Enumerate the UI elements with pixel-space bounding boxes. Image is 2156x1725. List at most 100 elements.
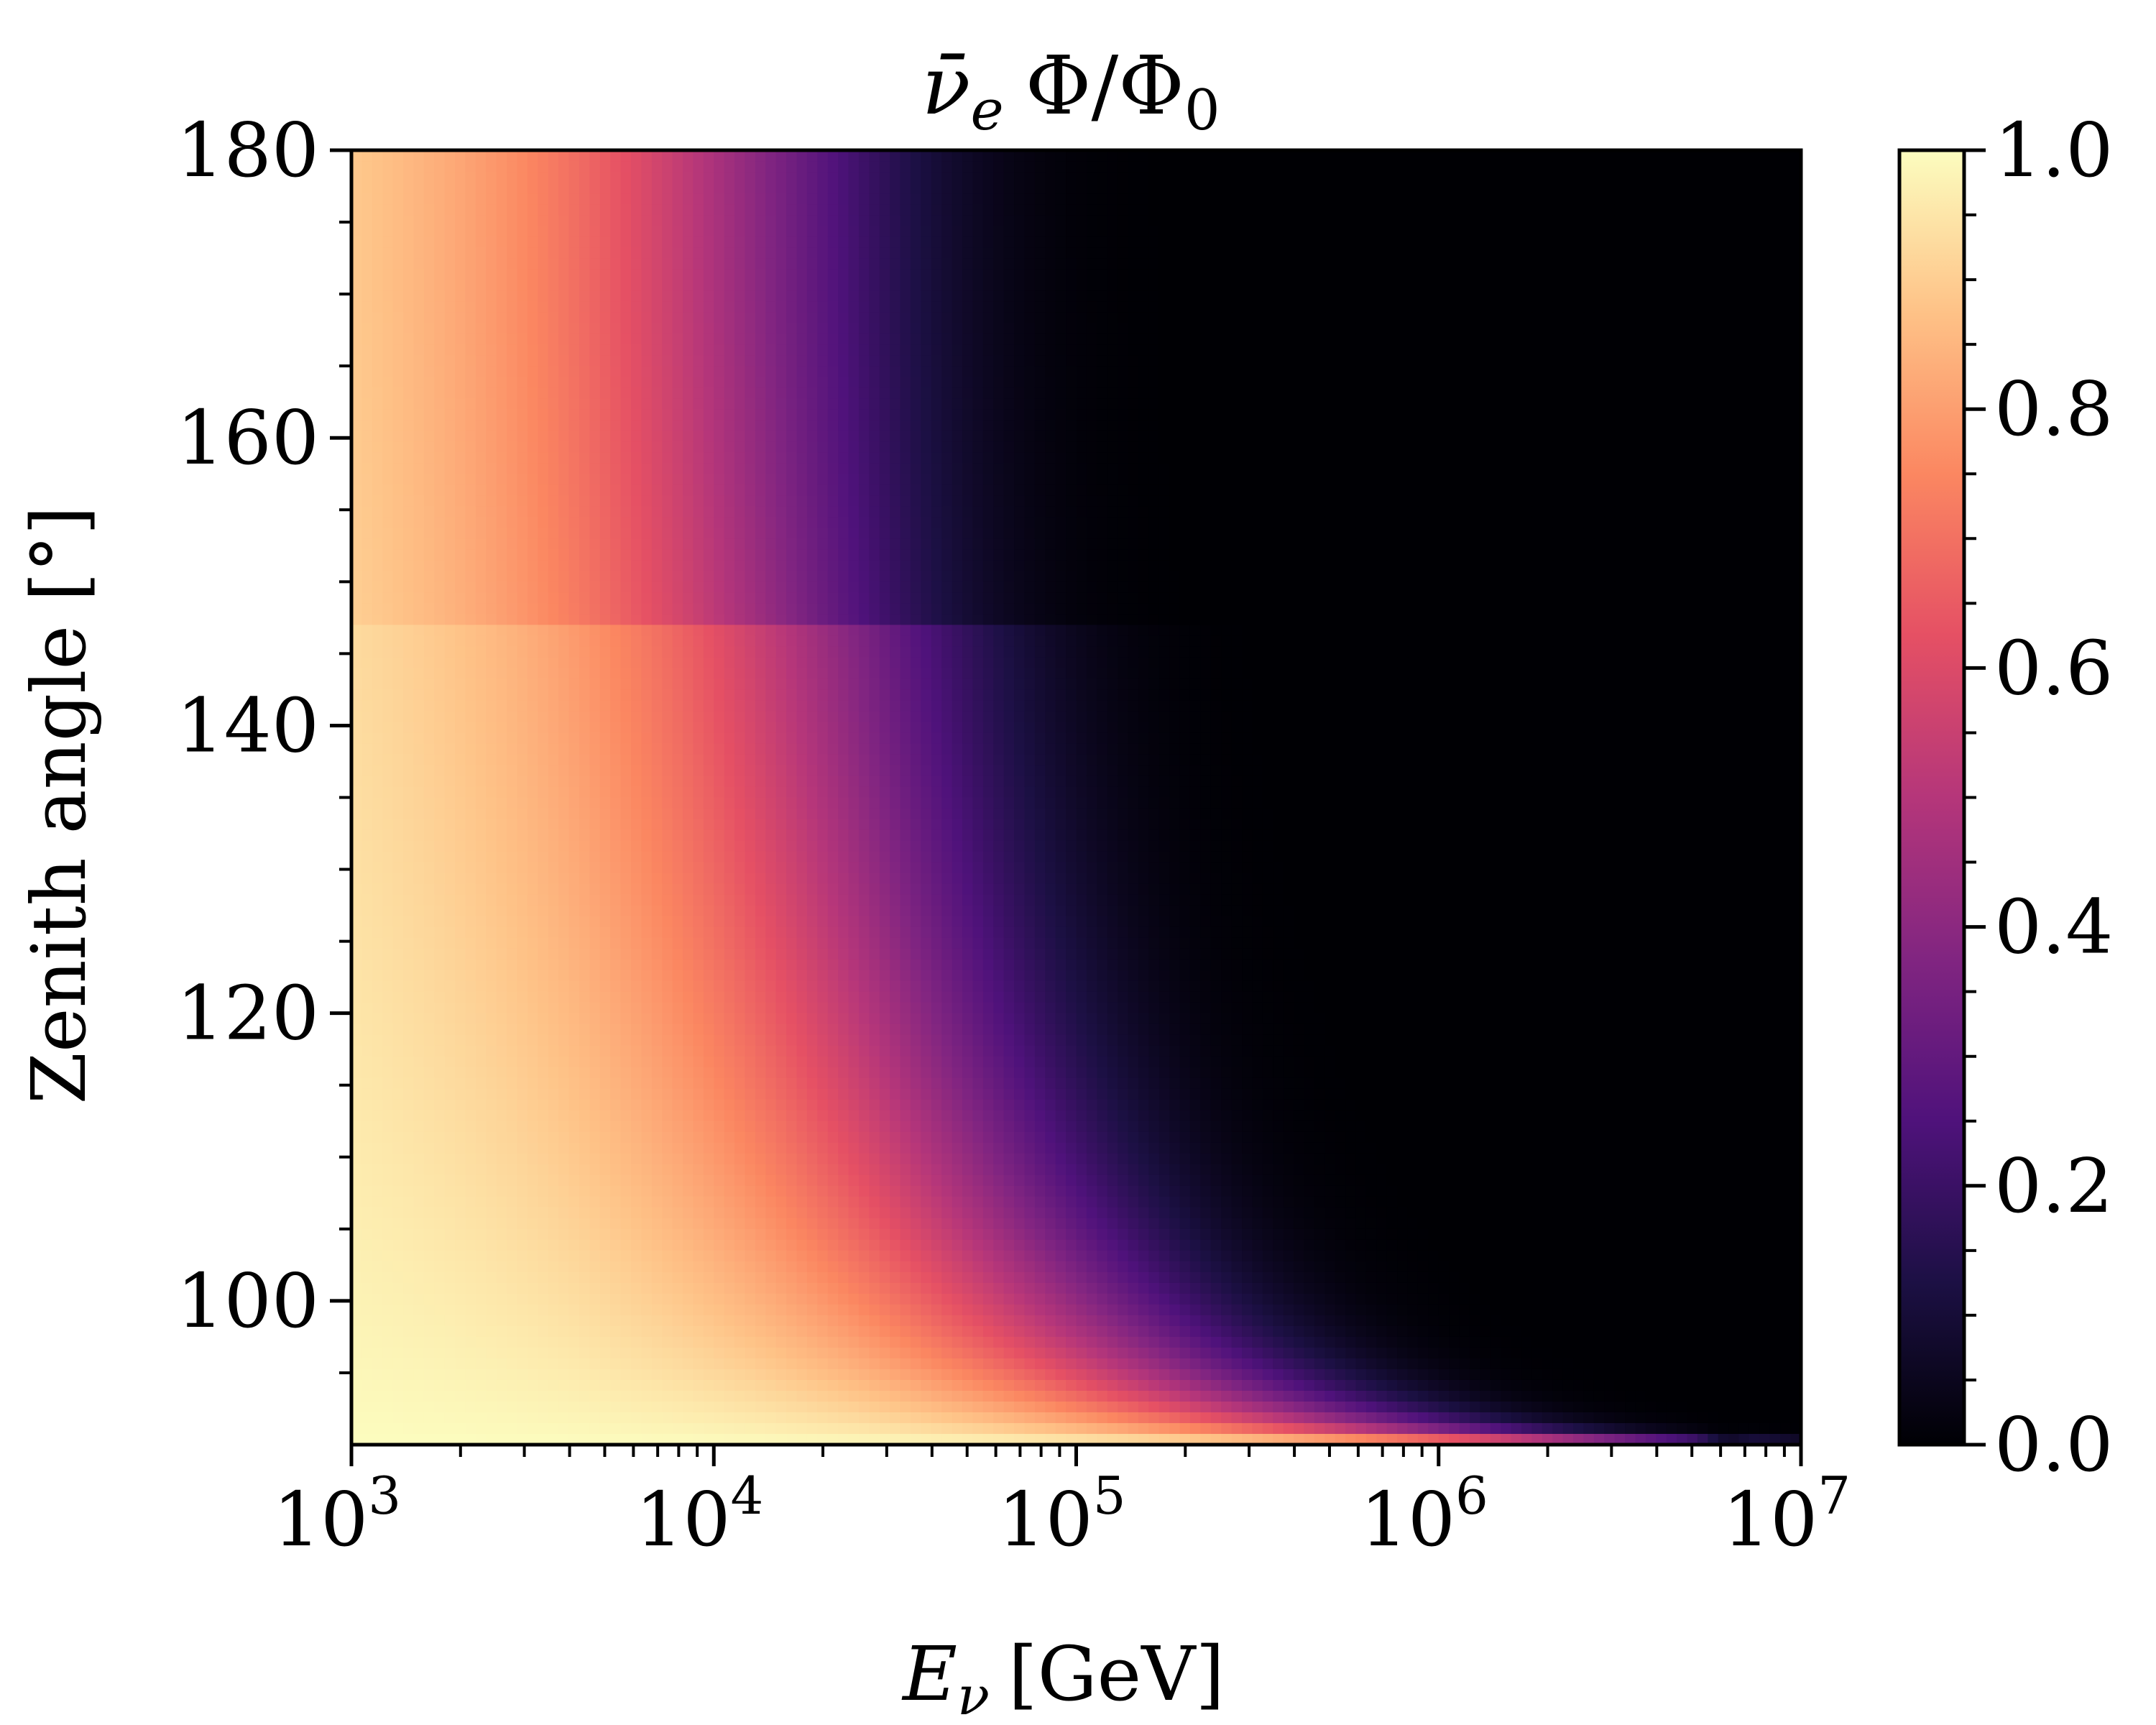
- heatmap-cell: [890, 334, 901, 345]
- heatmap-cell: [1003, 236, 1015, 248]
- heatmap-cell: [1034, 377, 1046, 388]
- heatmap-cell: [641, 355, 653, 367]
- heatmap-cell: [1355, 301, 1367, 313]
- heatmap-cell: [1790, 355, 1801, 367]
- heatmap-cell: [610, 226, 622, 237]
- heatmap-cell: [1325, 312, 1336, 323]
- heatmap-cell: [755, 258, 767, 270]
- heatmap-cell: [517, 366, 528, 377]
- heatmap-cell: [972, 247, 984, 259]
- heatmap-cell: [972, 441, 984, 454]
- heatmap-cell: [1417, 183, 1429, 194]
- heatmap-cell: [1428, 301, 1439, 313]
- heatmap-cell: [1314, 290, 1326, 302]
- heatmap-cell: [672, 528, 683, 540]
- heatmap-cell: [1677, 280, 1688, 291]
- heatmap-cell: [1335, 236, 1346, 248]
- heatmap-cell: [444, 312, 456, 323]
- heatmap-cell: [651, 183, 663, 194]
- heatmap-cell: [1780, 377, 1792, 388]
- heatmap-cell: [672, 452, 683, 464]
- heatmap-cell: [382, 474, 394, 486]
- heatmap-cell: [496, 215, 507, 226]
- heatmap-cell: [1697, 506, 1709, 518]
- heatmap-cell: [1583, 355, 1595, 367]
- heatmap-cell: [507, 398, 518, 410]
- heatmap-cell: [1335, 344, 1346, 356]
- heatmap-cell: [1780, 484, 1792, 497]
- heatmap-cell: [879, 301, 890, 313]
- heatmap-cell: [507, 387, 518, 399]
- heatmap-cell: [475, 528, 487, 540]
- heatmap-cell: [1325, 355, 1336, 367]
- heatmap-cell: [1625, 409, 1636, 421]
- heatmap-cell: [693, 495, 704, 507]
- heatmap-cell: [1666, 193, 1677, 205]
- heatmap-cell: [1428, 387, 1439, 399]
- heatmap-cell: [952, 290, 963, 302]
- heatmap-cell: [1231, 528, 1243, 540]
- heatmap-cell: [1531, 517, 1543, 529]
- heatmap-cell: [1242, 495, 1253, 507]
- heatmap-cell: [527, 387, 539, 399]
- heatmap-cell: [1376, 495, 1388, 507]
- heatmap-cell: [413, 183, 425, 194]
- heatmap-cell: [775, 431, 787, 443]
- heatmap-cell: [993, 269, 1005, 280]
- heatmap-cell: [1687, 301, 1698, 313]
- heatmap-cell: [703, 528, 715, 540]
- heatmap-cell: [1625, 463, 1636, 475]
- heatmap-cell: [1697, 193, 1709, 205]
- heatmap-cell: [1687, 226, 1698, 237]
- heatmap-cell: [517, 387, 528, 399]
- heatmap-cell: [662, 183, 673, 194]
- heatmap-cell: [786, 387, 798, 399]
- heatmap-cell: [1677, 334, 1688, 345]
- heatmap-cell: [1656, 172, 1667, 183]
- heatmap-cell: [765, 398, 777, 410]
- heatmap-cell: [1738, 344, 1750, 356]
- heatmap-cell: [1780, 506, 1792, 518]
- heatmap-cell: [486, 334, 497, 345]
- heatmap-cell: [1252, 398, 1263, 410]
- heatmap-cell: [714, 366, 725, 377]
- heatmap-cell: [1428, 474, 1439, 486]
- heatmap-cell: [1666, 269, 1677, 280]
- heatmap-cell: [1365, 172, 1378, 183]
- heatmap-cell: [1365, 290, 1378, 302]
- heatmap-cell: [1573, 301, 1585, 313]
- heatmap-cell: [1687, 355, 1698, 367]
- heatmap-cell: [1738, 323, 1750, 334]
- heatmap-cell: [1003, 355, 1015, 367]
- heatmap-cell: [1066, 441, 1077, 454]
- heatmap-cell: [486, 463, 497, 475]
- heatmap-cell: [703, 334, 715, 345]
- heatmap-cell: [1790, 441, 1801, 454]
- heatmap-cell: [1417, 258, 1429, 270]
- heatmap-cell: [714, 344, 725, 356]
- heatmap-cell: [879, 161, 890, 172]
- heatmap-cell: [724, 193, 735, 205]
- heatmap-cell: [1790, 269, 1801, 280]
- heatmap-cell: [1148, 377, 1160, 388]
- heatmap-cell: [962, 215, 974, 226]
- heatmap-cell: [1625, 377, 1636, 388]
- heatmap-cell: [568, 495, 580, 507]
- heatmap-cell: [1273, 204, 1284, 216]
- heatmap-cell: [1179, 193, 1191, 205]
- heatmap-cell: [392, 495, 404, 507]
- heatmap-cell: [1076, 474, 1087, 486]
- heatmap-cell: [1128, 344, 1139, 356]
- heatmap-cell: [1501, 355, 1512, 367]
- heatmap-cell: [1677, 474, 1688, 486]
- heatmap-cell: [1086, 495, 1098, 507]
- heatmap-cell: [1148, 398, 1160, 410]
- heatmap-cell: [1469, 517, 1481, 529]
- heatmap-cell: [1625, 280, 1636, 291]
- heatmap-cell: [1625, 183, 1636, 194]
- heatmap-cell: [1625, 150, 1636, 162]
- heatmap-cell: [1480, 420, 1491, 432]
- heatmap-cell: [1749, 269, 1761, 280]
- heatmap-cell: [1169, 301, 1181, 313]
- heatmap-cell: [1304, 398, 1315, 410]
